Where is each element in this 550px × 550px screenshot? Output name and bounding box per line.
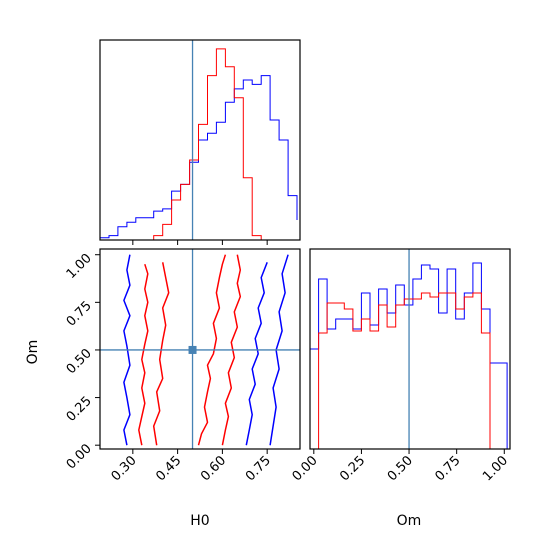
h0-om-contour-panel: 0.30 0.45 0.60 0.75 0.00 0.25 0.50 0.75 1.00 [64,248,301,484]
h0-hist-red_run [100,48,297,241]
ylabel-om: Om [25,340,41,365]
om-x-tick-label-4: 1.00 [480,453,511,484]
om-y-tick-label-4: 1.00 [64,251,95,282]
truth-marker [188,345,197,354]
contour-blue_run-4 [123,254,131,446]
om-x-tick-label-1: 0.25 [337,453,368,484]
contour-red_run-1 [152,262,170,446]
h0-x-tick-label-2: 0.60 [198,453,229,484]
h0-histogram-panel [99,39,301,245]
h0-histogram-frame [99,39,301,241]
h0-x-tick-label-1: 0.45 [153,453,184,484]
om-y-tick-label-2: 0.50 [64,346,95,377]
om-histogram-panel: 0.00 0.25 0.50 0.75 1.00 [290,248,511,484]
om-y-tick-label-0: 0.00 [64,441,95,472]
contour-red_run-2 [197,254,227,446]
om-x-tick-label-0: 0.00 [290,453,321,484]
om-x-tick-label-3: 0.75 [432,453,463,484]
om-y-tick-label-3: 0.75 [64,299,95,330]
om-histogram-frame [309,248,511,450]
contour-blue_run-5 [245,262,268,446]
om-y-tick-label-1: 0.25 [64,394,95,425]
contour-red_run-0 [138,263,149,446]
h0-x-tick-label-3: 0.75 [243,453,274,484]
h0-x-tick-label-0: 0.30 [109,453,140,484]
xlabel-h0: H0 [190,513,209,529]
contour-frame [99,248,301,450]
xlabel-om: Om [397,513,422,529]
om-hist-red_run [310,292,508,450]
om-x-tick-label-2: 0.50 [385,453,416,484]
